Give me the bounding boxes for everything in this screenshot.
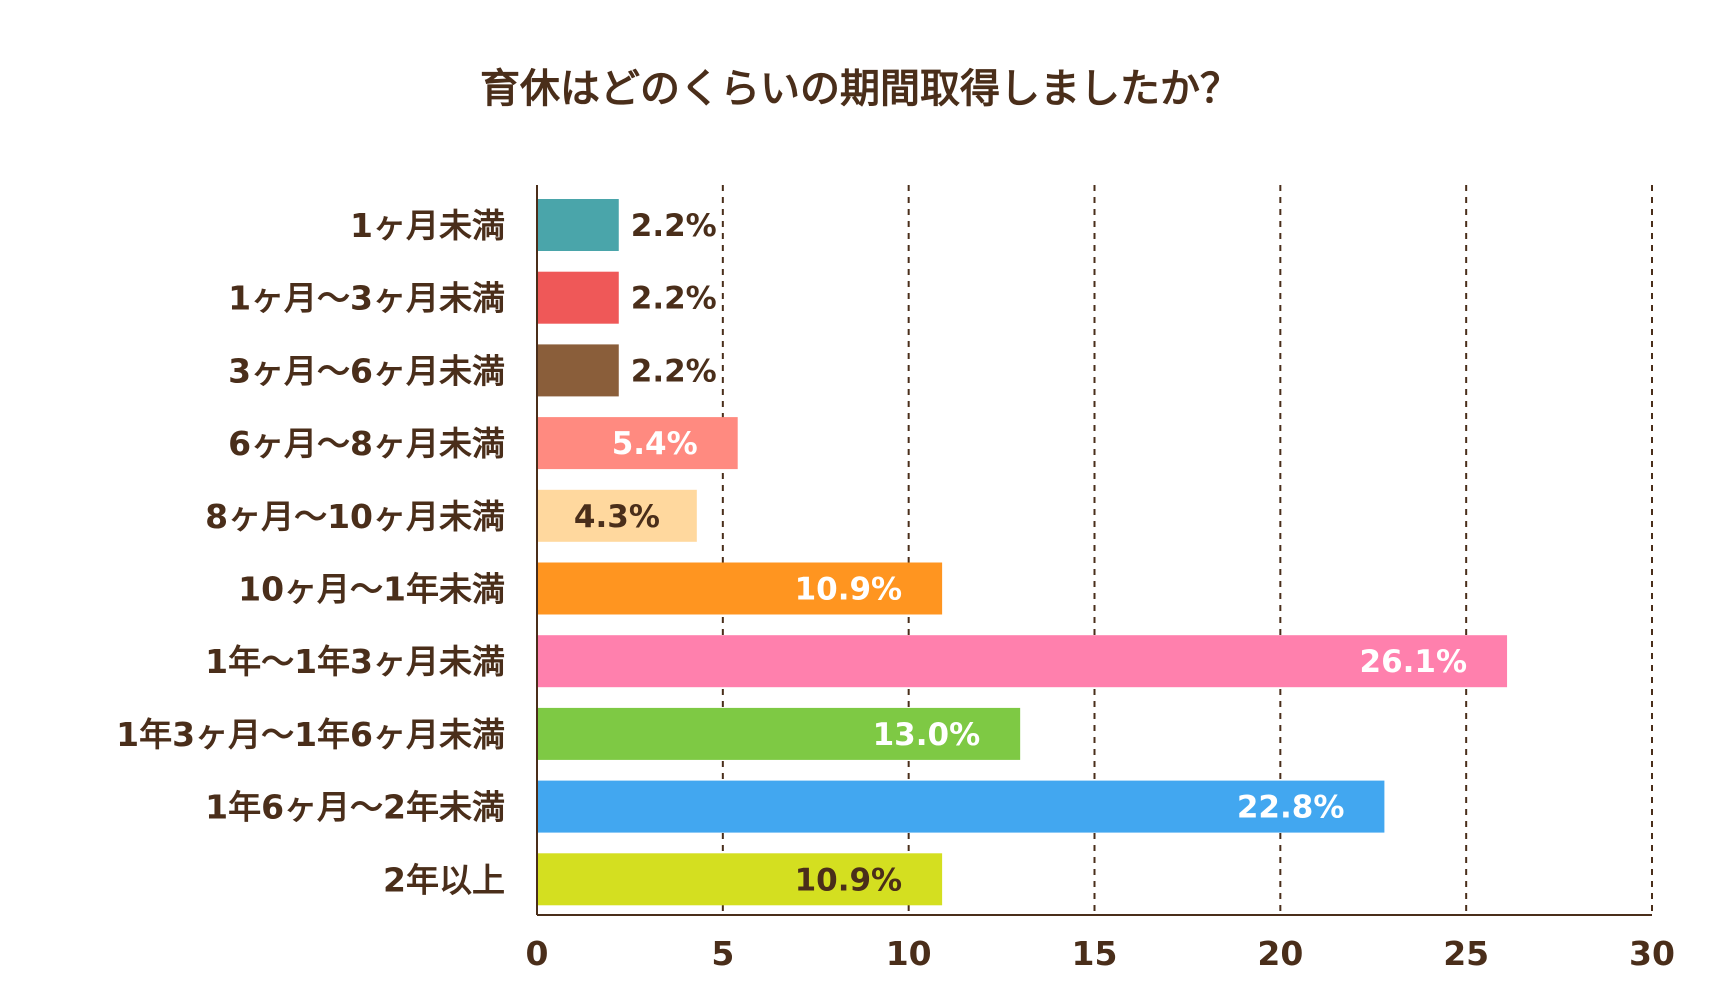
bar [537, 853, 943, 906]
data-label: 2.2% [631, 281, 717, 317]
x-tick-label: 30 [1629, 934, 1675, 973]
bar [537, 344, 619, 397]
data-label: 13.0% [873, 717, 981, 753]
category-label: 1年〜1年3ヶ月未満 [205, 642, 505, 681]
labels: 0 5 10 15 20 25 30 1ヶ月未満 2.2% 1ヶ月〜3ヶ月未満 2.2% 3ヶ月〜6ヶ… [116, 206, 1675, 973]
x-tick-label: 25 [1443, 934, 1489, 973]
x-tick-label: 20 [1257, 934, 1303, 973]
data-label: 10.9% [795, 572, 903, 608]
x-tick-label: 5 [711, 934, 734, 973]
data-label: 10.9% [795, 862, 903, 898]
category-label: 3ヶ月〜6ヶ月未満 [228, 351, 505, 390]
data-label: 2.2% [631, 208, 717, 244]
bar [537, 199, 619, 251]
axes [536, 185, 1652, 916]
category-label: 1年3ヶ月〜1年6ヶ月未満 [116, 715, 505, 754]
bar [537, 780, 1385, 833]
category-label: 1ヶ月〜3ヶ月未満 [228, 279, 505, 318]
category-label: 8ヶ月〜10ヶ月未満 [205, 497, 505, 536]
data-label: 26.1% [1360, 644, 1468, 680]
x-tick-label: 15 [1072, 934, 1118, 973]
bar [537, 489, 697, 542]
bar [537, 417, 738, 470]
bar [537, 707, 1021, 760]
bar [537, 635, 1508, 688]
x-tick-label: 0 [526, 934, 549, 973]
data-label: 5.4% [612, 426, 698, 462]
data-label: 4.3% [574, 499, 660, 535]
chart-title: 育休はどのくらいの期間取得しましたか？ [480, 66, 1240, 112]
bar [537, 271, 619, 324]
data-label: 22.8% [1237, 790, 1345, 826]
bars [537, 199, 1508, 906]
data-label: 2.2% [631, 353, 717, 389]
x-tick-label: 10 [886, 934, 932, 973]
category-label: 6ヶ月〜8ヶ月未満 [228, 424, 505, 463]
category-label: 1年6ヶ月〜2年未満 [205, 788, 505, 827]
category-label: 1ヶ月未満 [350, 206, 505, 245]
category-label: 10ヶ月〜1年未満 [238, 570, 505, 609]
bar [537, 562, 943, 615]
gridlines [721, 185, 1653, 915]
category-label: 2年以上 [383, 860, 505, 899]
